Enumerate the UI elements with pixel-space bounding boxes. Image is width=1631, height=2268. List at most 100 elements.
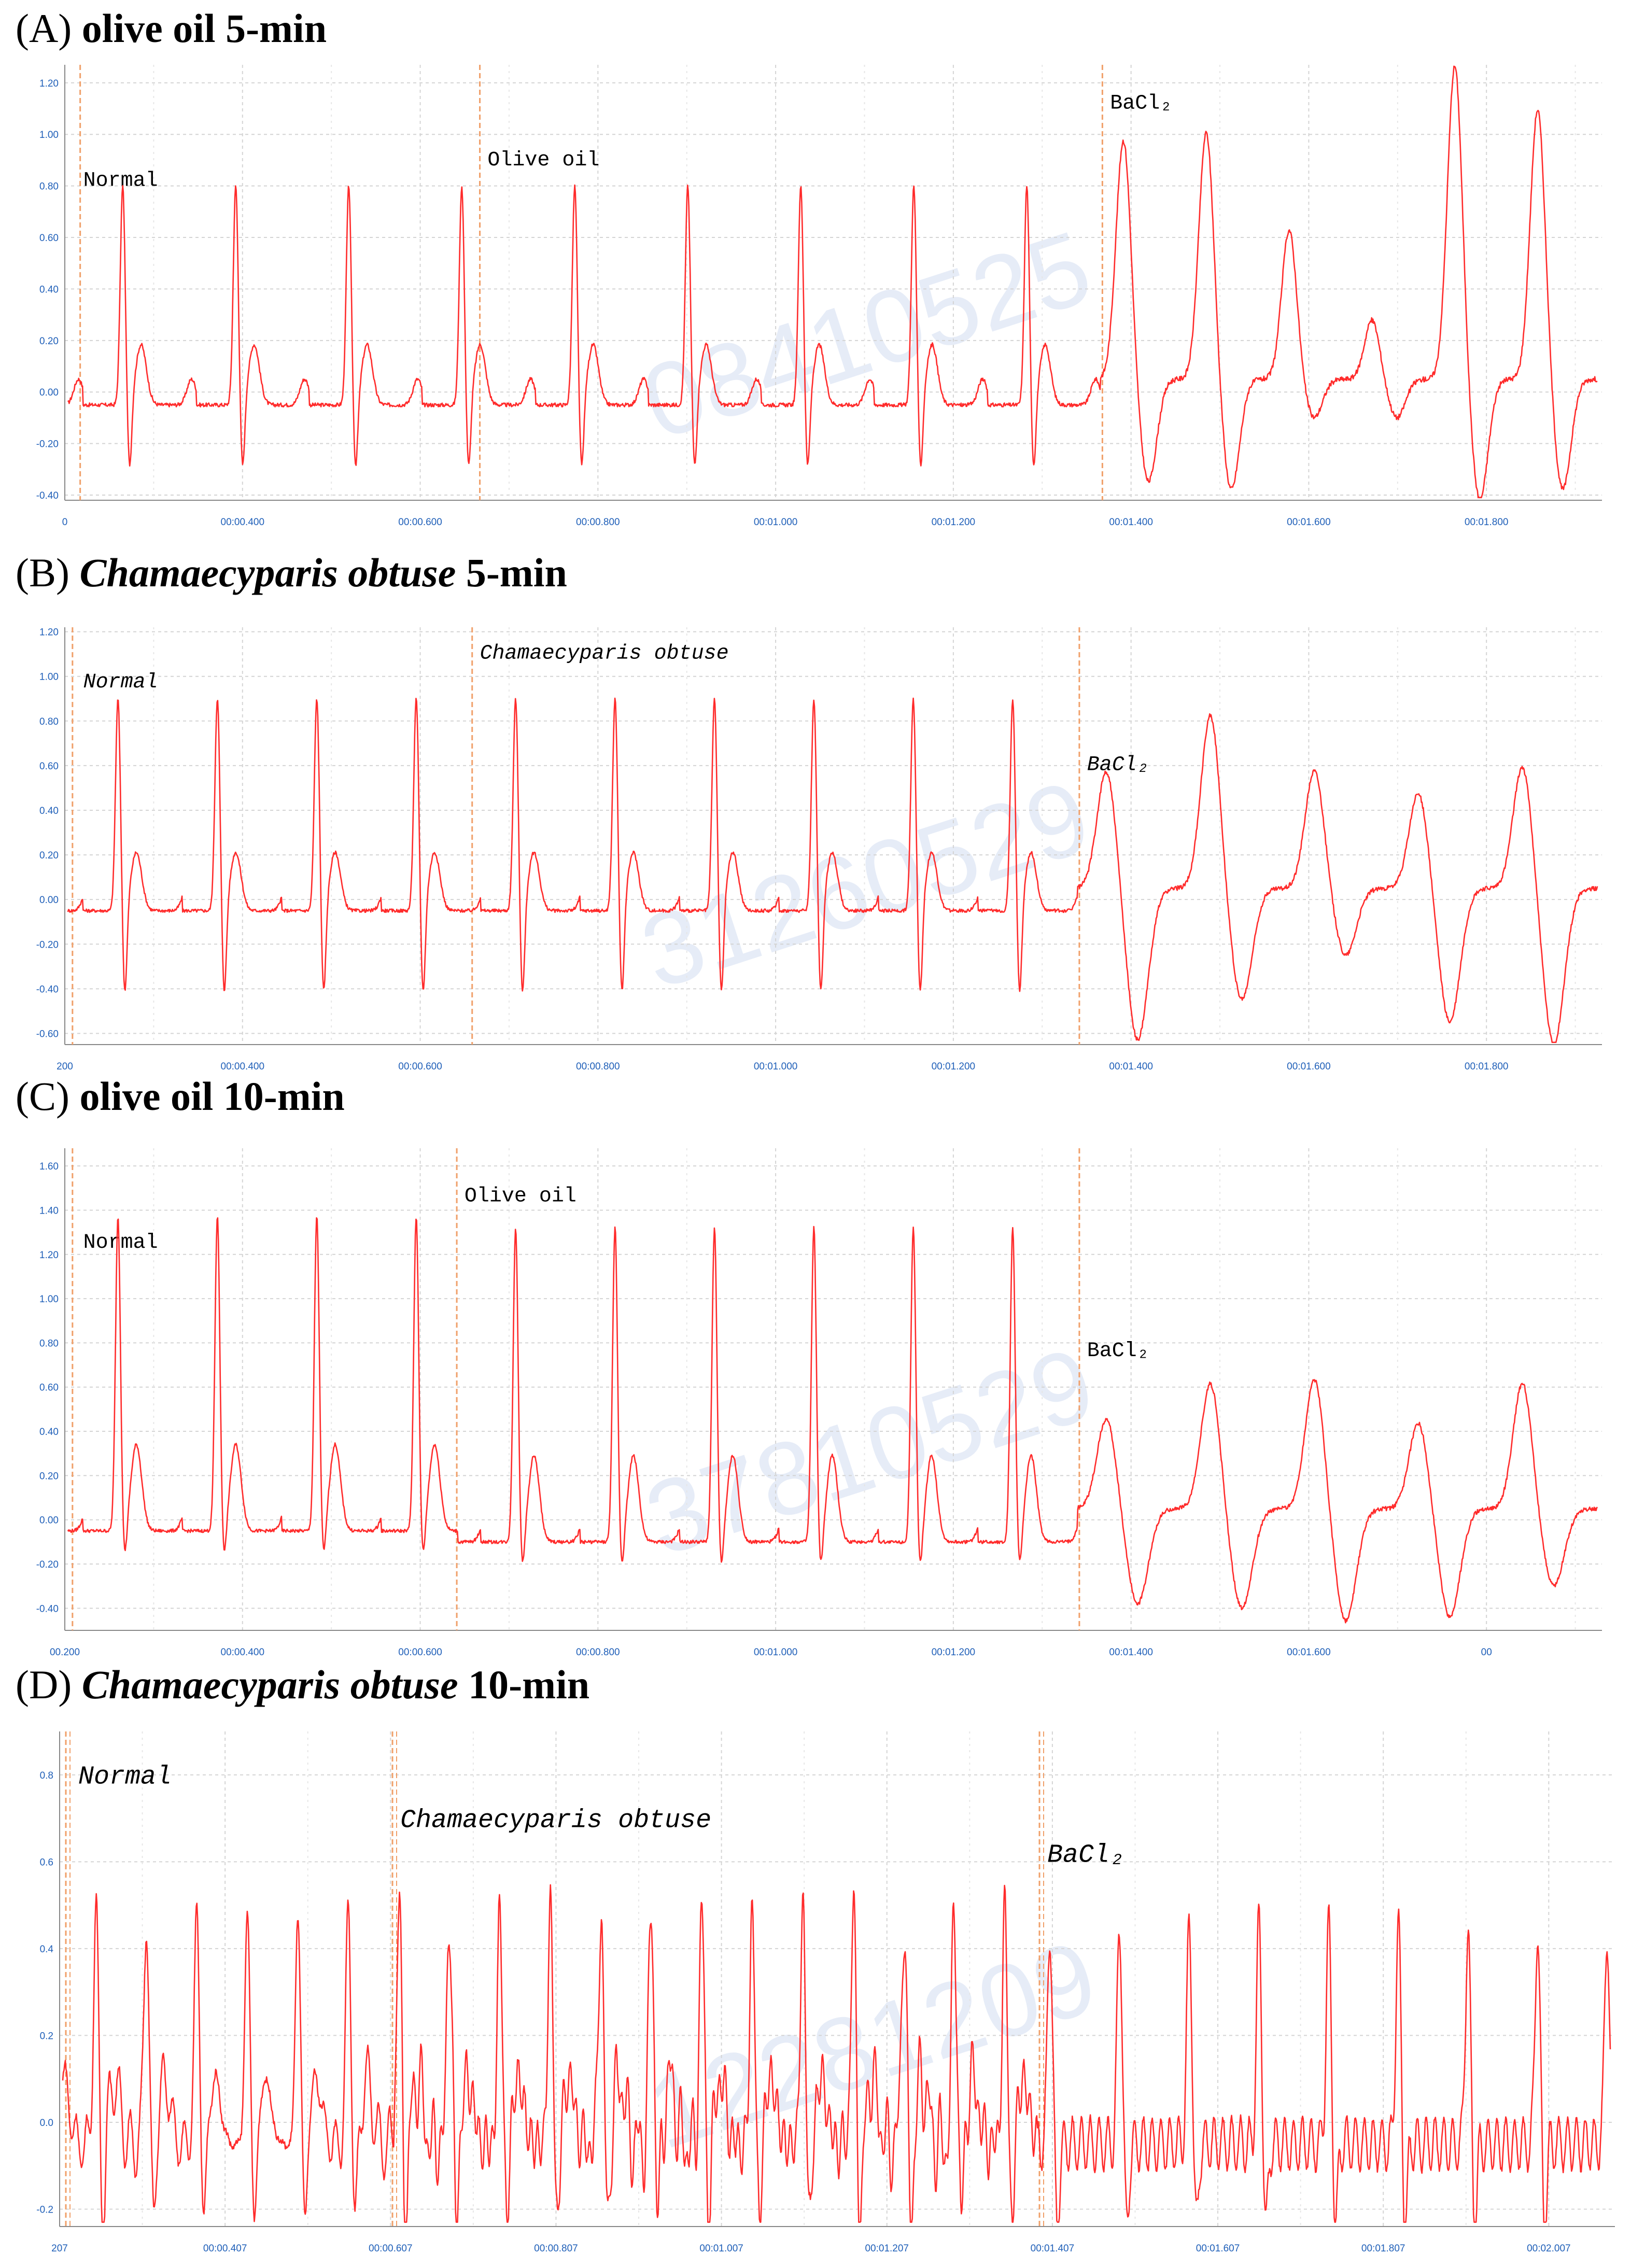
- y-tick-label: 0.40: [39, 806, 59, 816]
- x-tick-label: 00:01.607: [1196, 2243, 1240, 2254]
- ecg-trace-line: [67, 697, 1598, 1043]
- panel-c-title-text: olive oil 10-min: [79, 1074, 345, 1119]
- panel-d-title-suffix: 10-min: [458, 1662, 590, 1707]
- y-tick-label: 1.40: [39, 1205, 59, 1216]
- y-tick-label: 0.60: [39, 1383, 59, 1393]
- ecg-trace-line: [67, 65, 1598, 499]
- y-tick-label: 0.40: [39, 284, 59, 295]
- y-tick-label: 1.60: [39, 1161, 59, 1172]
- y-tick-label: 0.80: [39, 181, 59, 192]
- x-tick-label: 00:00.807: [534, 2243, 578, 2254]
- x-tick-label: 00:01.000: [754, 1061, 798, 1072]
- panel-c-label: (C): [16, 1074, 69, 1119]
- x-tick-label: 00:01.600: [1287, 1061, 1331, 1072]
- annotation-label: Normal: [83, 671, 158, 694]
- y-tick-label: 0.20: [39, 1471, 59, 1482]
- ecg-trace-line: [67, 1217, 1598, 1624]
- panel-a-label: (A): [16, 6, 72, 51]
- y-tick-label: 0.80: [39, 716, 59, 727]
- x-tick-label: 00:00.800: [576, 1061, 620, 1072]
- y-tick-label: 0.4: [40, 1944, 54, 1955]
- x-tick-label: 00:01.807: [1361, 2243, 1405, 2254]
- y-tick-label: -0.20: [36, 439, 59, 450]
- y-tick-label: 0.20: [39, 336, 59, 347]
- x-tick-label: 00:01.800: [1465, 517, 1509, 528]
- x-tick-label: 200: [57, 1061, 73, 1072]
- annotation-label: Normal: [78, 1763, 172, 1792]
- y-tick-label: 0.00: [39, 895, 59, 906]
- y-tick-label: -0.40: [36, 984, 59, 995]
- ecg-trace-line: [62, 1884, 1611, 2223]
- x-tick-label: 00:01.600: [1287, 1647, 1331, 1658]
- x-tick-label: 00:00.400: [221, 1647, 265, 1658]
- x-tick-label: 00:00.400: [221, 517, 265, 528]
- y-tick-label: 0.2: [40, 2031, 53, 2041]
- x-tick-label: 00:01.200: [932, 1061, 976, 1072]
- y-tick-label: -0.20: [36, 939, 59, 950]
- panel-a-title: (A) olive oil 5-min: [16, 5, 327, 52]
- x-tick-label: 0: [62, 517, 68, 528]
- y-tick-label: 1.00: [39, 130, 59, 140]
- y-tick-label: 0.40: [39, 1427, 59, 1438]
- ecg-chart-b: 31260529 1.20 1.00 0.80 0.60 0.40 0.20 0.00 -0.2…: [36, 627, 1602, 1072]
- x-tick-label: 00:00.800: [576, 1647, 620, 1658]
- annotation-label: Chamaecyparis obtuse: [480, 642, 729, 665]
- annotation-label: Olive oil: [465, 1185, 577, 1208]
- watermark-text: 31260529: [628, 758, 1103, 1011]
- annotation-label: BaCl₂: [1110, 92, 1172, 115]
- y-tick-label: 1.20: [39, 1250, 59, 1261]
- panel-b-title: (B) Chamaecyparis obtuse 5-min: [16, 550, 567, 596]
- y-tick-label: 0.20: [39, 850, 59, 861]
- watermark-text: 08410525: [629, 209, 1104, 461]
- panel-d-title-text: Chamaecyparis obtuse: [81, 1662, 458, 1707]
- panel-c-title: (C) olive oil 10-min: [16, 1073, 345, 1120]
- y-tick-label: 0.0: [40, 2118, 53, 2129]
- annotation-label: Chamaecyparis obtuse: [400, 1806, 711, 1835]
- panel-d-label: (D): [16, 1662, 72, 1707]
- x-tick-label: 00:00.400: [221, 1061, 265, 1072]
- annotation-label: Normal: [83, 170, 158, 193]
- y-tick-label: -0.60: [36, 1029, 59, 1039]
- x-tick-label: 00:01.600: [1287, 517, 1331, 528]
- annotation-label: Normal: [83, 1231, 158, 1255]
- x-tick-label: 00:00.600: [398, 1647, 442, 1658]
- x-tick-label: 00:01.400: [1109, 1061, 1153, 1072]
- panel-d-title: (D) Chamaecyparis obtuse 10-min: [16, 1661, 589, 1708]
- y-tick-label: 0.8: [40, 1770, 53, 1781]
- ecg-chart-c: 378105291.601.401.201.000.800.600.400.20…: [36, 1148, 1602, 1658]
- y-tick-label: 1.20: [39, 627, 59, 638]
- x-tick-label: 00:01.000: [754, 517, 798, 528]
- y-tick-label: -0.40: [36, 490, 59, 501]
- x-tick-label: 00:00.607: [369, 2243, 413, 2254]
- panel-b-title-text: Chamaecyparis obtuse: [79, 550, 456, 595]
- x-tick-label: 00.200: [50, 1647, 80, 1658]
- annotation-label: BaCl₂: [1087, 754, 1149, 777]
- ecg-chart-a: 08410525 1.20 1.00 0.80 0.60 0.40 0.20 0.00 -0.2…: [36, 65, 1602, 528]
- x-tick-label: 00:00.800: [576, 517, 620, 528]
- y-tick-label: 1.00: [39, 1294, 59, 1305]
- y-tick-label: -0.2: [36, 2204, 53, 2215]
- x-tick-label: 00:00.600: [398, 1061, 442, 1072]
- y-tick-label: 0.80: [39, 1338, 59, 1349]
- y-tick-label: -0.40: [36, 1603, 59, 1614]
- x-tick-label: 207: [51, 2243, 68, 2254]
- y-tick-label: -0.20: [36, 1559, 59, 1570]
- annotation-label: Olive oil: [487, 149, 599, 172]
- x-tick-label: 00:01.000: [754, 1647, 798, 1658]
- x-tick-label: 00:00.600: [398, 517, 442, 528]
- x-tick-label: 00:01.207: [865, 2243, 909, 2254]
- panel-b-label: (B): [16, 550, 69, 595]
- annotation-label: BaCl₂: [1047, 1840, 1125, 1870]
- panel-a-title-text: olive oil 5-min: [81, 6, 327, 51]
- y-tick-label: 0.00: [39, 387, 59, 398]
- y-tick-label: 0.00: [39, 1515, 59, 1526]
- panel-b-title-suffix: 5-min: [456, 550, 567, 595]
- y-tick-label: 0.60: [39, 233, 59, 244]
- x-tick-label: 00:01.800: [1465, 1061, 1509, 1072]
- x-tick-label: 00:01.400: [1109, 1647, 1153, 1658]
- y-tick-label: 1.00: [39, 672, 59, 683]
- x-tick-label: 00:01.400: [1109, 517, 1153, 528]
- annotation-label: BaCl₂: [1087, 1340, 1149, 1363]
- y-tick-label: 0.60: [39, 761, 59, 772]
